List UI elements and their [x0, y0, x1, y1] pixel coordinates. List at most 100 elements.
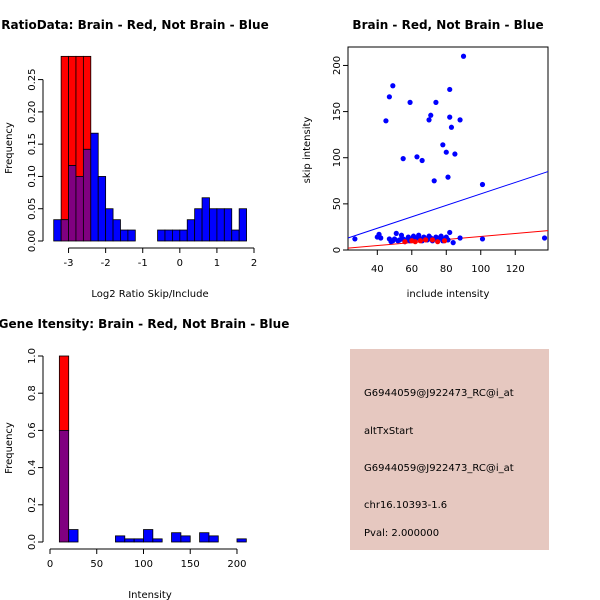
ratio-bar-not-brain [53, 219, 62, 242]
scatter-point-blue [447, 114, 453, 120]
intensity-y-tick-label: 0.4 [27, 460, 38, 476]
ratio-bar-not-brain [127, 229, 136, 242]
ratio-bar-not-brain [223, 208, 233, 242]
scatter-point-red [417, 238, 424, 244]
scatter-plot-frame [347, 46, 549, 251]
intensity-y-tick-label: 0.8 [27, 385, 38, 401]
ratio-bar-not-brain [120, 229, 129, 242]
ratio-bar-not-brain [209, 208, 218, 242]
ratio-bar-not-brain [112, 219, 121, 242]
intensity-bar-not-brain [152, 538, 163, 543]
ratio-bar-not-brain [97, 176, 107, 242]
scatter-fit-line-blue [347, 171, 549, 239]
intensity-bar-overlap [58, 429, 70, 543]
scatter-point-blue [407, 99, 413, 105]
ratio-x-tick-label: 0 [177, 258, 183, 269]
intensity-chart-title: Gene Itensity: Brain - Red, Not Brain - … [0, 317, 289, 331]
intensity-bar-not-brain [236, 538, 247, 543]
ratio-x-tick-label: -2 [101, 258, 111, 269]
scatter-point-blue [383, 118, 389, 124]
scatter-point-blue [426, 117, 432, 123]
scatter-point-blue [457, 117, 463, 123]
scatter-point-blue [447, 229, 453, 236]
scatter-point-blue [352, 236, 358, 242]
ratio-bar-brain [60, 55, 69, 221]
scatter-panel: Brain - Red, Not Brain - Blue 40 60 80 100 1… [302, 18, 549, 300]
intensity-bar-not-brain [115, 535, 126, 543]
scatter-y-tick-label: 0 [332, 247, 343, 253]
intensity-bar-not-brain [171, 532, 182, 543]
ratio-bar-not-brain [171, 229, 181, 242]
info-pval: Pval: 2.000000 [364, 528, 439, 539]
info-panel-background [350, 349, 549, 550]
info-event-type: altTxStart [364, 426, 413, 437]
scatter-x-tick-label: 80 [440, 264, 453, 275]
scatter-point-blue [450, 240, 456, 246]
scatter-point-blue [457, 235, 463, 241]
ratio-bar-not-brain [194, 208, 203, 242]
intensity-y-axis: 0.0 0.2 0.4 0.6 0.8 1.0 [27, 348, 44, 550]
intensity-x-tick-label: 100 [134, 559, 153, 570]
scatter-y-tick-label: 50 [332, 197, 343, 210]
scatter-point-blue [390, 83, 396, 89]
ratio-bar-overlap [75, 176, 84, 242]
scatter-point-red [435, 239, 441, 245]
scatter-y-tick-label: 150 [332, 102, 343, 121]
ratio-y-tick-label: 0.15 [27, 133, 38, 155]
scatter-point-blue [443, 149, 449, 155]
ratio-bar-not-brain [164, 229, 173, 242]
scatter-chart-title: Brain - Red, Not Brain - Blue [352, 18, 543, 32]
scatter-point-blue [440, 142, 446, 148]
intensity-y-tick-label: 0.2 [27, 497, 38, 513]
scatter-point-red [429, 237, 436, 243]
scatter-point-blue [428, 112, 434, 118]
scatter-x-tick-label: 100 [471, 264, 490, 275]
intensity-bars [58, 355, 247, 543]
ratio-bar-brain [75, 55, 84, 177]
intensity-bar-not-brain [124, 538, 135, 543]
scatter-x-label: include intensity [407, 289, 490, 300]
ratio-bar-brain [82, 55, 92, 150]
intensity-bar-not-brain [68, 529, 79, 543]
intensity-bar-not-brain [199, 532, 210, 543]
scatter-point-blue [431, 178, 437, 184]
ratio-x-tick-label: 2 [251, 258, 257, 269]
ratio-x-tick-label: 1 [214, 258, 220, 269]
intensity-bar-not-brain [133, 538, 144, 543]
scatter-point-blue [448, 124, 455, 130]
ratio-histogram-panel: RatioData: Brain - Red, Not Brain - Blue… [1, 18, 268, 300]
intensity-x-tick-label: 200 [227, 559, 246, 570]
scatter-point-red [441, 238, 448, 244]
ratio-y-label: Frequency [4, 122, 15, 174]
ratio-bar-not-brain [157, 229, 166, 242]
scatter-x-tick-label: 120 [506, 264, 525, 275]
ratio-y-tick-label: 0.25 [27, 68, 38, 90]
intensity-x-tick-label: 150 [181, 559, 200, 570]
ratio-bar-brain [68, 55, 77, 166]
intensity-x-axis: 0 50 100 150 200 [47, 548, 247, 570]
intensity-bar-not-brain [143, 529, 154, 543]
intensity-y-tick-label: 0.0 [27, 534, 38, 550]
ratio-bar-not-brain [90, 132, 99, 242]
scatter-point-blue [393, 230, 399, 236]
info-panel: G6944059@J922473_RC@i_at altTxStart G694… [350, 349, 549, 550]
scatter-y-label: skip intensity [302, 117, 313, 184]
ratio-y-tick-label: 0.20 [27, 101, 38, 123]
intensity-bar-brain [58, 355, 70, 431]
ratio-x-label: Log2 Ratio Skip/Include [91, 289, 208, 300]
ratio-y-axis: 0.00 0.05 0.10 0.15 0.20 0.25 [27, 68, 44, 252]
scatter-point-blue [386, 94, 392, 100]
ratio-bar-overlap [82, 148, 92, 242]
scatter-point-blue [460, 53, 467, 59]
intensity-x-label: Intensity [128, 590, 172, 600]
ratio-y-tick-label: 0.00 [27, 230, 38, 252]
ratio-y-tick-label: 0.10 [27, 165, 38, 187]
intensity-y-tick-label: 0.6 [27, 422, 38, 438]
scatter-point-blue [378, 235, 384, 241]
scatter-point-blue [419, 157, 425, 164]
scatter-y-axis: 0 50 100 150 200 [332, 56, 348, 253]
ratio-bar-not-brain [105, 208, 114, 242]
ratio-bar-not-brain [231, 229, 240, 242]
scatter-point-blue [452, 151, 458, 157]
